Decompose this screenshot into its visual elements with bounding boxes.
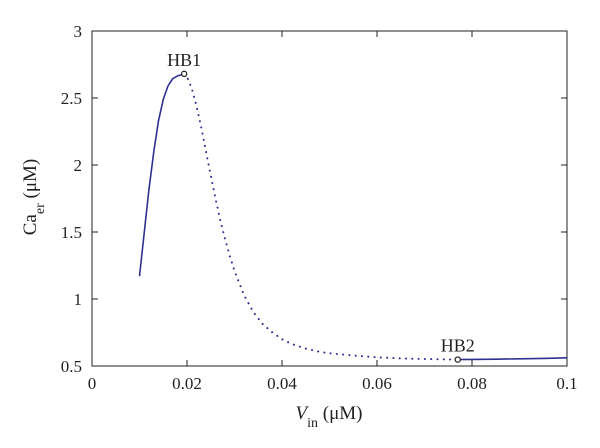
hopf-point-marker (180, 70, 188, 78)
x-axis-title-unit: (μM) (318, 403, 363, 424)
hopf-point-label: HB1 (167, 50, 201, 70)
x-tick-label: 0.06 (362, 374, 392, 393)
ticks: 0 0.02 0.04 0.06 0.08 0.1 0.5 1 1.5 2 2.5 3 (61, 22, 578, 393)
bifurcation-markers: HB1 HB2 (167, 50, 475, 363)
x-tick-label: 0.02 (172, 374, 202, 393)
stable-branch-line (457, 357, 568, 361)
hopf-point-label: HB2 (441, 336, 475, 356)
y-axis-title-unit: (μM) (20, 159, 41, 204)
x-tick-label: 0.04 (267, 374, 297, 393)
plot-frame (91, 30, 568, 367)
x-axis-title: Vin (μM) (296, 403, 363, 431)
unstable-branch-line (183, 72, 459, 361)
y-axis-title-main: Ca (20, 214, 41, 236)
x-axis-title-sub: in (307, 416, 318, 431)
y-tick-label: 2.5 (61, 89, 82, 108)
series (138, 72, 568, 361)
x-axis-title-main: V (296, 403, 310, 424)
stable-branch-line (138, 73, 185, 277)
y-tick-label: 0.5 (61, 357, 82, 376)
x-tick-label: 0 (88, 374, 97, 393)
y-axis-title-sub: er (33, 203, 48, 214)
y-axis-title: Caer (μM) (20, 159, 48, 236)
x-tick-label: 0.1 (556, 374, 577, 393)
hopf-point-marker (454, 356, 461, 363)
y-tick-label: 1.5 (61, 223, 82, 242)
y-tick-label: 3 (74, 22, 83, 41)
x-tick-label: 0.08 (457, 374, 487, 393)
y-tick-label: 1 (74, 290, 83, 309)
y-tick-label: 2 (74, 156, 83, 175)
axes (91, 30, 568, 367)
